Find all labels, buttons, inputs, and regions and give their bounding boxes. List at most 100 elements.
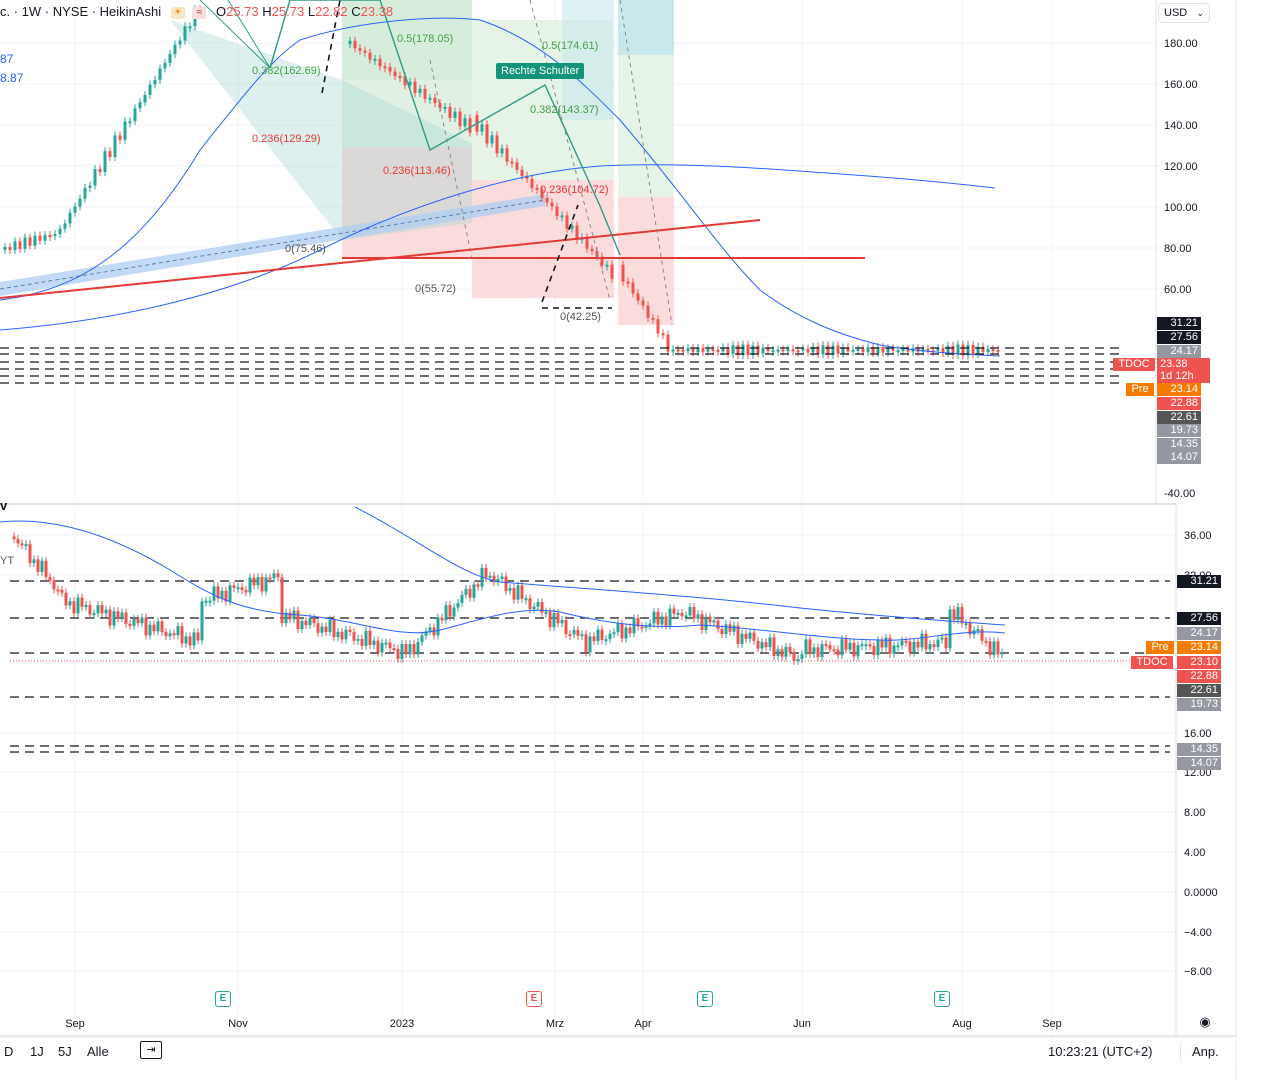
level-label: 27.56 <box>1157 331 1201 344</box>
price-tick: 80.00 <box>1164 243 1192 255</box>
time-tick: Sep <box>1042 1018 1062 1030</box>
ohlc-high-label: H <box>262 4 272 19</box>
moving-average-slow[interactable] <box>0 164 996 331</box>
symbol-info: c. · 1W · NYSE · HeikinAshi <box>0 4 162 19</box>
left-indicator-value-2: 8.87 <box>0 71 24 85</box>
fib-label: 0(55.72) <box>415 283 456 295</box>
time-tick: Sep <box>65 1018 85 1030</box>
price-channel[interactable] <box>0 194 546 296</box>
bottom-toolbar: D 1J 5J Alle ⇥ 10:23:21 (UTC+2) Anp. <box>0 1036 1236 1066</box>
current-price-label: 23.10 <box>1177 656 1221 669</box>
price-tick: 16.00 <box>1184 728 1212 740</box>
fib-zone-3[interactable] <box>562 0 674 325</box>
fib-label: 0.5(174.61) <box>542 40 599 52</box>
pre-price-label: 23.14 <box>1157 383 1201 396</box>
ohlc-close: 23.38 <box>360 4 394 19</box>
fib-label: 0(75.46) <box>285 243 326 255</box>
level-label: 24.17 <box>1157 345 1201 358</box>
pattern-lines[interactable] <box>269 0 621 256</box>
symbol-header[interactable]: c. · 1W · NYSE · HeikinAshi ☀ ≈ O25.73 H… <box>0 4 393 19</box>
wave-icon[interactable]: ≈ <box>192 6 207 19</box>
eye-icon[interactable]: ◉ <box>1199 1014 1211 1029</box>
level-label: 31.21 <box>1157 317 1201 330</box>
symbol-tag: TDOC <box>1131 656 1173 669</box>
lower-moving-average[interactable] <box>0 520 1006 641</box>
level-label: 14.07 <box>1157 451 1201 464</box>
fib-label: 0(42.25) <box>560 311 601 323</box>
ohlc-low-label: L <box>307 4 316 19</box>
earnings-badge[interactable]: E <box>934 991 950 1007</box>
ohlc-close-label: C <box>351 4 361 19</box>
ohlc-open-label: O <box>215 4 227 19</box>
level-label: 22.88 <box>1157 397 1201 410</box>
price-tick: 8.00 <box>1184 807 1205 819</box>
ohlc-open: 25.73 <box>226 4 259 19</box>
price-tick: 160.00 <box>1164 79 1198 91</box>
projection-lines[interactable] <box>321 0 612 309</box>
currency-label: USD <box>1164 7 1188 19</box>
time-tick: Mrz <box>546 1018 564 1030</box>
candles-lower[interactable] <box>12 532 1004 665</box>
range-button-d[interactable]: D <box>4 1044 14 1059</box>
range-button-all[interactable]: Alle <box>87 1044 109 1059</box>
fib-label: 0.382(143.37) <box>530 104 599 116</box>
price-tick: 12.00 <box>1184 767 1212 779</box>
earnings-badge[interactable]: E <box>215 991 231 1007</box>
level-label: 19.73 <box>1177 698 1221 711</box>
price-tick: -40.00 <box>1164 488 1195 500</box>
level-label: 31.21 <box>1177 575 1221 588</box>
pre-tag: Pre <box>1146 641 1174 654</box>
price-tick: 60.00 <box>1164 284 1192 296</box>
time-tick: Nov <box>228 1018 248 1030</box>
level-label: 22.88 <box>1177 670 1221 683</box>
pattern-annotation[interactable]: Rechte Schulter <box>496 63 585 79</box>
price-tick: 140.00 <box>1164 120 1198 132</box>
pre-tag: Pre <box>1126 383 1154 396</box>
currency-selector[interactable]: USD ⌄ <box>1158 3 1210 23</box>
range-button-5y[interactable]: 5J <box>58 1044 72 1059</box>
price-tick: 36.00 <box>1184 530 1212 542</box>
earnings-badge[interactable]: E <box>697 991 713 1007</box>
level-label: 27.56 <box>1177 612 1221 625</box>
time-tick: 2023 <box>390 1018 414 1030</box>
adjust-button[interactable]: Anp. <box>1192 1044 1219 1059</box>
range-button-1y[interactable]: 1J <box>30 1044 44 1059</box>
fib-label: 0.236(113.46) <box>383 165 451 177</box>
level-label: 14.35 <box>1157 438 1201 451</box>
level-label: 24.17 <box>1177 627 1221 640</box>
ohlc-low: 22.82 <box>315 4 348 19</box>
sun-icon[interactable]: ☀ <box>170 6 185 19</box>
fib-label: 0.236(104.72) <box>540 184 609 196</box>
calendar-range-icon[interactable]: ⇥ <box>140 1041 162 1059</box>
left-indicator-value-1: 87 <box>0 52 14 66</box>
price-tick: 0.0000 <box>1184 887 1218 899</box>
candles-main[interactable] <box>3 5 1000 360</box>
time-tick: Aug <box>952 1018 972 1030</box>
fib-label: 0.236(129.29) <box>252 133 321 145</box>
clock-time[interactable]: 10:23:21 (UTC+2) <box>1048 1044 1153 1059</box>
chevron-down-icon: ⌄ <box>1196 8 1204 18</box>
symbol-tag: TDOC <box>1113 358 1155 371</box>
pane-title: v <box>0 498 8 513</box>
time-tick: Apr <box>634 1018 651 1030</box>
pane-subtitle: YT <box>0 555 15 567</box>
moving-average-fast[interactable] <box>0 17 1001 357</box>
time-tick: Jun <box>793 1018 811 1030</box>
price-tick: 4.00 <box>1184 847 1205 859</box>
price-tick: 100.00 <box>1164 202 1198 214</box>
countdown-label: 1d 12h <box>1157 370 1210 383</box>
fib-label: 0.5(178.05) <box>397 33 454 45</box>
earnings-badge[interactable]: E <box>526 991 542 1007</box>
level-label: 14.35 <box>1177 743 1221 756</box>
price-tick: −4.00 <box>1184 927 1212 939</box>
price-tick: 120.00 <box>1164 161 1198 173</box>
level-label: 19.73 <box>1157 424 1201 437</box>
price-tick: 180.00 <box>1164 38 1198 50</box>
level-label: 22.61 <box>1157 411 1201 424</box>
pre-price-label: 23.14 <box>1177 641 1221 654</box>
level-label: 14.07 <box>1177 757 1221 770</box>
current-price-label: 23.38 <box>1157 358 1210 371</box>
level-label: 22.61 <box>1177 684 1221 697</box>
